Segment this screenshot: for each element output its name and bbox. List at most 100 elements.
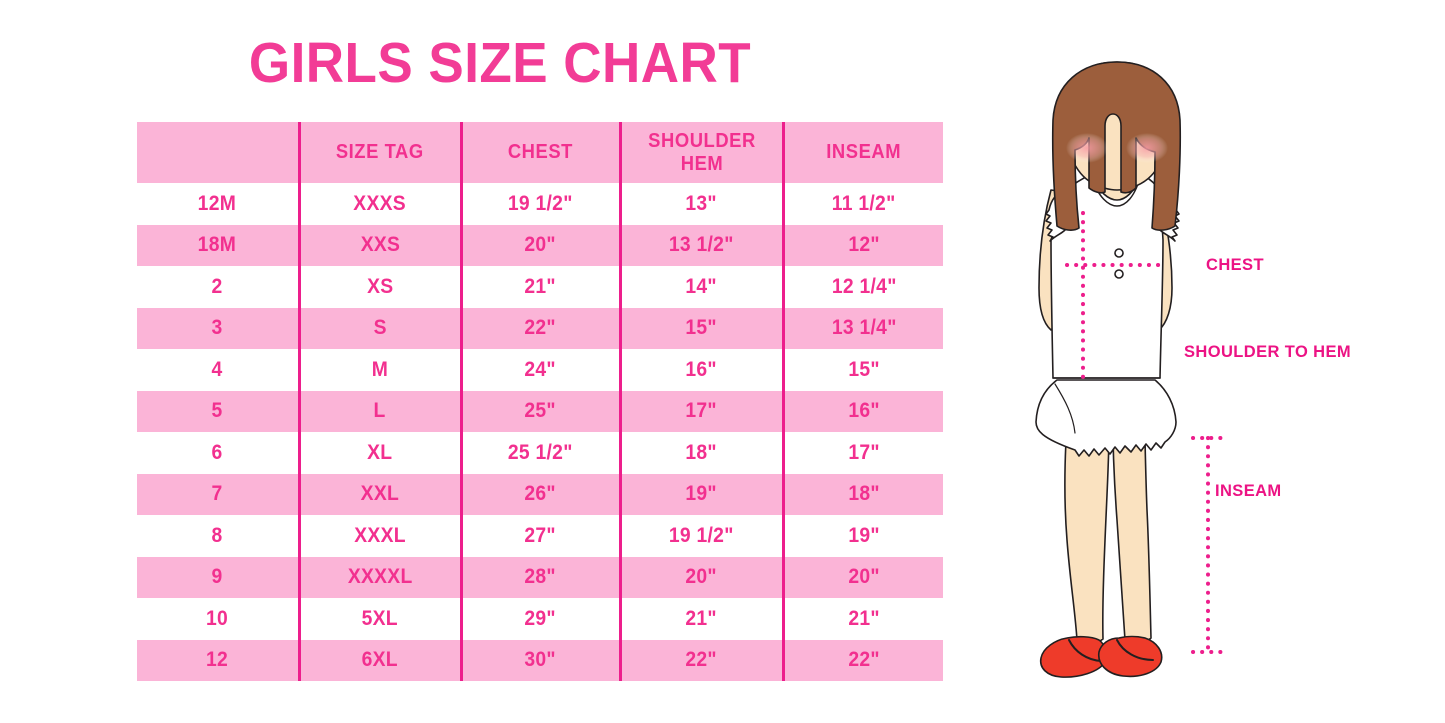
hair xyxy=(1051,61,1182,231)
cell-shoulder-hem: 15" xyxy=(618,307,783,349)
table-header-row: SIZE TAG CHEST SHOULDER HEM INSEAM xyxy=(137,122,943,183)
cell-chest-label: 29" xyxy=(524,606,557,630)
cell-size-tag: 6XL xyxy=(297,639,461,681)
cell-chest: 21" xyxy=(459,266,620,308)
cell-inseam: 11 1/2" xyxy=(781,183,943,225)
cell-inseam: 15" xyxy=(781,349,943,391)
cell-shoulder-hem: 19 1/2" xyxy=(618,515,783,557)
column-header-inseam: INSEAM xyxy=(781,122,943,183)
cell-size-tag: L xyxy=(297,390,461,432)
cell-size-label: 8 xyxy=(211,523,223,547)
cell-shoulder-hem: 22" xyxy=(618,639,783,681)
cell-inseam-label: 19" xyxy=(848,523,880,547)
cell-inseam: 16" xyxy=(781,390,943,432)
skirt-fold-line xyxy=(1054,383,1076,434)
table-row: 4 M 24" 16" 15" xyxy=(137,349,943,391)
callout-label-shoulder-to-hem: SHOULDER TO HEM xyxy=(1184,343,1352,361)
cell-chest: 27" xyxy=(459,515,620,557)
cell-inseam-label: 12" xyxy=(848,233,880,257)
cell-inseam-label: 12 1/4" xyxy=(831,274,897,298)
cell-shoulder-hem-label: 19" xyxy=(685,482,718,506)
cell-shoulder-hem-label: 21" xyxy=(685,606,718,630)
column-header-size xyxy=(137,122,299,183)
table-row: 7 XXL 26" 19" 18" xyxy=(137,473,943,515)
cell-shoulder-hem: 17" xyxy=(618,390,783,432)
size-chart-table: SIZE TAG CHEST SHOULDER HEM INSEAM 12 M XX… xyxy=(137,122,943,681)
cell-shoulder-hem-label: 16" xyxy=(685,357,718,381)
cell-size-tag: XXXL xyxy=(297,515,461,557)
cell-chest: 26" xyxy=(459,473,620,515)
cell-size-tag-label: 5XL xyxy=(361,606,399,630)
table-row: 3 S 22" 15" 13 1/4" xyxy=(137,307,943,349)
cell-shoulder-hem-label: 19 1/2" xyxy=(669,523,734,547)
cell-size-tag-label: XXS xyxy=(360,233,400,257)
cell-shoulder-hem-label: 13 1/2" xyxy=(669,233,734,257)
table-row: 9 XXXXL 28" 20" 20" xyxy=(137,556,943,598)
cell-size-label: 3 xyxy=(211,316,223,340)
right-shoe xyxy=(1098,635,1163,678)
cell-chest-label: 25 1/2" xyxy=(508,440,573,464)
cell-size-tag: XXS xyxy=(297,224,461,266)
cell-chest-label: 20" xyxy=(524,233,557,257)
cell-size-tag: 5XL xyxy=(297,598,461,640)
cell-size-tag: XL xyxy=(297,432,461,474)
cell-shoulder-hem: 21" xyxy=(618,598,783,640)
cell-size-tag-label: XXL xyxy=(360,482,400,506)
cell-chest: 28" xyxy=(459,556,620,598)
skirt xyxy=(1035,379,1177,457)
cell-chest: 25" xyxy=(459,390,620,432)
cell-size-label: 12 xyxy=(206,648,229,672)
cell-chest: 19 1/2" xyxy=(459,183,620,225)
cell-size-tag-label: XS xyxy=(366,274,394,298)
cell-chest: 24" xyxy=(459,349,620,391)
right-blush-cheek xyxy=(1126,133,1168,163)
cell-shoulder-hem: 20" xyxy=(618,556,783,598)
cell-chest-label: 21" xyxy=(524,274,557,298)
cell-size-label: 2 xyxy=(211,274,223,298)
cell-inseam: 17" xyxy=(781,432,943,474)
cell-size-tag-label: XXXL xyxy=(354,523,406,547)
cell-size-label: 6 xyxy=(211,440,223,464)
cell-chest: 30" xyxy=(459,639,620,681)
cell-shoulder-hem-label: 15" xyxy=(685,316,718,340)
right-shoe-strap xyxy=(1116,639,1154,661)
cell-size-tag-label: 6XL xyxy=(361,648,399,672)
cell-shoulder-hem-label: 13" xyxy=(685,191,718,215)
column-header-inseam-label: INSEAM xyxy=(826,141,902,163)
cell-inseam-label: 21" xyxy=(848,606,880,630)
page-title: GIRLS SIZE CHART xyxy=(248,31,752,95)
cell-size: 7 xyxy=(137,473,299,515)
cell-size: 6 xyxy=(137,432,299,474)
cell-inseam: 20" xyxy=(781,556,943,598)
cell-inseam: 13 1/4" xyxy=(781,307,943,349)
table-row: 12M XXXS 19 1/2" 13" 11 1/2" xyxy=(137,183,943,225)
cell-chest-label: 26" xyxy=(524,482,557,506)
cell-size: 9 xyxy=(137,556,299,598)
cell-size-tag-label: M xyxy=(371,357,389,381)
cell-size-tag-label: XL xyxy=(367,440,393,464)
cell-shoulder-hem-label: 14" xyxy=(685,274,718,298)
callout-label-chest: CHEST xyxy=(1206,256,1264,274)
cell-shoulder-hem-label: 18" xyxy=(685,440,718,464)
cell-inseam-label: 11 1/2" xyxy=(831,191,896,215)
table-row: 2 XS 21" 14" 12 1/4" xyxy=(137,266,943,308)
cell-size-tag: S xyxy=(297,307,461,349)
cell-inseam: 19" xyxy=(781,515,943,557)
cell-inseam-label: 17" xyxy=(848,440,880,464)
cell-size-tag-label: L xyxy=(373,399,387,423)
cell-inseam-label: 13 1/4" xyxy=(831,316,897,340)
cell-chest-label: 25" xyxy=(524,399,557,423)
cell-shoulder-hem: 13" xyxy=(618,183,783,225)
cell-size: 5 xyxy=(137,390,299,432)
cell-size-tag: M xyxy=(297,349,461,391)
table-row: 6 XL 25 1/2" 18" 17" xyxy=(137,432,943,474)
column-header-shoulder-hem: SHOULDER HEM xyxy=(618,122,783,183)
cell-shoulder-hem-label: 22" xyxy=(685,648,718,672)
cell-inseam: 18" xyxy=(781,473,943,515)
cell-chest-label: 30" xyxy=(524,648,557,672)
cell-size-label: 18M xyxy=(198,233,237,257)
cell-shoulder-hem-label: 17" xyxy=(685,399,718,423)
column-header-size-tag: SIZE TAG xyxy=(297,122,461,183)
cell-size-label: 10 xyxy=(206,606,229,630)
